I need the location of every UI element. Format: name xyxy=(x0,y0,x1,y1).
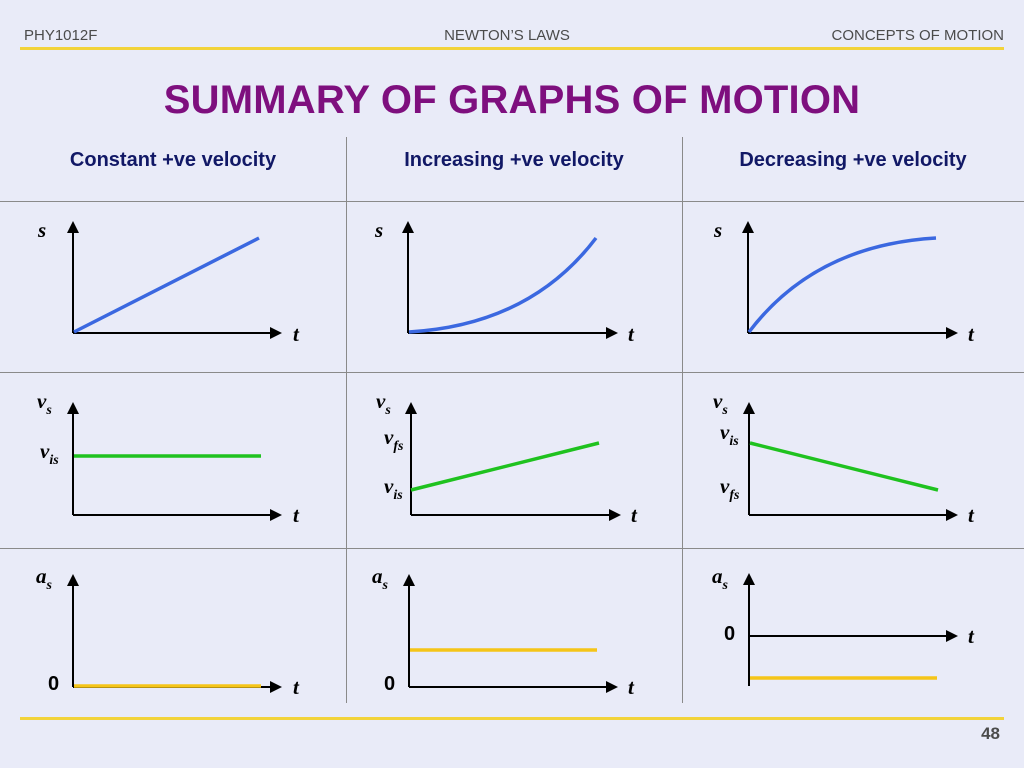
zero-label: 0 xyxy=(48,673,59,695)
velocity-graph-increasing: vs vfs vis t xyxy=(376,389,638,527)
column-heading-decreasing: Decreasing +ve velocity xyxy=(739,149,967,171)
t-axis-label: t xyxy=(968,322,975,346)
column-heading-increasing: Increasing +ve velocity xyxy=(404,149,624,171)
velocity-line xyxy=(749,441,939,492)
t-axis-label: t xyxy=(628,322,635,346)
table-row-divider xyxy=(0,548,1024,549)
velocity-line xyxy=(410,441,600,492)
position-line xyxy=(73,236,260,334)
velocity-graph-decreasing: vs vis vfs t xyxy=(713,389,975,527)
v-initial-label: vis xyxy=(384,474,403,503)
topic-name: CONCEPTS OF MOTION xyxy=(831,27,1005,44)
t-axis-label: t xyxy=(293,675,300,699)
slide-title: SUMMARY OF GRAPHS OF MOTION xyxy=(163,78,861,122)
position-graph-constant: s t xyxy=(37,218,300,346)
table-column-divider xyxy=(346,137,347,703)
t-axis-label: t xyxy=(293,503,300,527)
column-heading-constant: Constant +ve velocity xyxy=(69,149,277,171)
s-axis-label: s xyxy=(713,218,722,242)
table-column-divider xyxy=(682,137,683,703)
position-graph-decreasing: s t xyxy=(713,218,975,346)
position-graph-increasing: s t xyxy=(374,218,635,346)
zero-label: 0 xyxy=(384,673,395,695)
v-axis-label: vs xyxy=(37,389,52,418)
s-axis-label: s xyxy=(374,218,383,242)
position-curve xyxy=(747,236,937,334)
v-final-label: vfs xyxy=(720,474,740,503)
a-axis-label: as xyxy=(36,564,53,593)
acceleration-graph-constant: as 0 t xyxy=(36,564,300,699)
a-axis-label: as xyxy=(372,564,389,593)
section-name: NEWTON’S LAWS xyxy=(444,27,570,44)
v-axis-label: vs xyxy=(713,389,728,418)
t-axis-label: t xyxy=(968,503,975,527)
table-row-divider xyxy=(0,201,1024,202)
t-axis-label: t xyxy=(293,322,300,346)
v-initial-label: vis xyxy=(40,439,59,468)
t-axis-label: t xyxy=(968,624,975,648)
t-axis-label: t xyxy=(628,675,635,699)
v-axis-label: vs xyxy=(376,389,391,418)
s-axis-label: s xyxy=(37,218,46,242)
v-initial-label: vis xyxy=(720,420,739,449)
page-number: 48 xyxy=(981,724,1000,743)
t-axis-label: t xyxy=(631,503,638,527)
header-rule xyxy=(20,47,1004,50)
position-curve xyxy=(408,236,598,334)
v-final-label: vfs xyxy=(384,425,404,454)
table-row-divider xyxy=(0,372,1024,373)
acceleration-graph-increasing: as 0 t xyxy=(372,564,635,699)
footer-rule xyxy=(20,717,1004,720)
zero-label: 0 xyxy=(724,623,735,645)
a-axis-label: as xyxy=(712,564,729,593)
course-code: PHY1012F xyxy=(24,27,98,44)
velocity-graph-constant: vs vis t xyxy=(37,389,300,527)
acceleration-graph-decreasing: as 0 t xyxy=(712,564,975,686)
